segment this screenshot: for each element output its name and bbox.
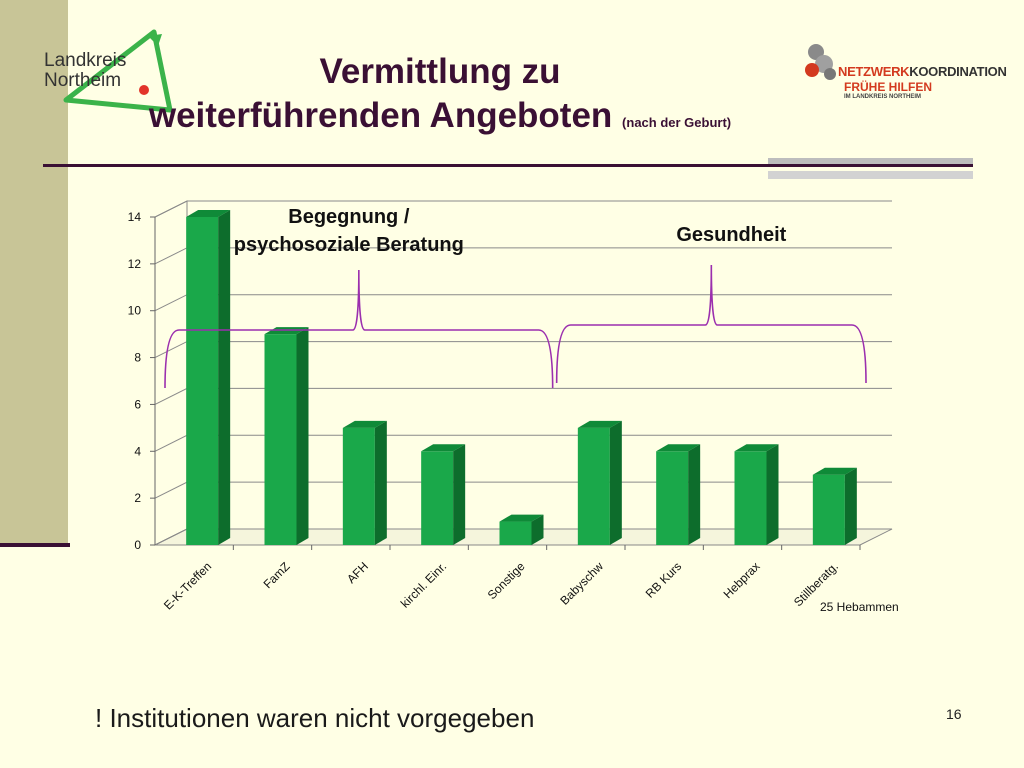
top-decor-gray-bar (768, 158, 973, 166)
bar-front (734, 451, 767, 545)
bar-side (766, 444, 779, 545)
landkreis-northeim-logo: Landkreis Northeim (44, 29, 173, 113)
chart-group-brackets: Begegnung / psychosoziale Beratung Gesundh… (164, 206, 867, 389)
bar-front (499, 521, 532, 545)
bar-front (186, 217, 219, 545)
logo-right-line2: FRÜHE HILFEN (844, 80, 932, 94)
logo-right-line1: NETZWERKKOORDINATION (838, 64, 1007, 79)
bar-side (609, 420, 622, 545)
left-decor-band (0, 0, 68, 545)
gridline (154, 200, 892, 218)
top-decor-gray-bar-2 (768, 171, 973, 179)
y-tick-label: 2 (134, 491, 141, 505)
bar-side (453, 444, 466, 545)
x-tick-label: AFH (344, 559, 371, 586)
bar (734, 444, 779, 545)
footnote: ! Institutionen waren nicht vorgegeben (95, 703, 535, 733)
bar-front (812, 474, 845, 545)
title-line2-wrap: weiterführenden Angeboten (nach der Gebu… (120, 94, 760, 145)
group-label: Begegnung / (288, 206, 410, 228)
logo-right-line3: IM LANDKREIS NORTHEIM (844, 94, 921, 100)
left-decor-rule (0, 543, 70, 547)
bar-side (688, 444, 701, 545)
title-line1: Vermittlung zu (319, 52, 561, 91)
bar (812, 467, 857, 545)
y-tick-label: 8 (134, 351, 141, 365)
group-bracket (164, 269, 554, 389)
bar (186, 210, 231, 545)
chart-bars (186, 210, 857, 545)
y-tick-label: 14 (128, 210, 142, 224)
bar-side (844, 467, 857, 545)
bar-front (264, 334, 297, 545)
chart-annotation: 25 Hebammen (820, 600, 899, 614)
bar (342, 420, 387, 545)
chart-x-labels: E-K-Treffen FamZ AFH kirchl. Einr. Sonstige B… (161, 559, 841, 613)
title-line2: weiterführenden Angeboten (148, 96, 613, 135)
bar-top (342, 420, 387, 428)
title-divider (43, 164, 973, 167)
slide-title: Vermittlung zu weiterführenden Angeboten… (120, 50, 760, 145)
bar-side (531, 514, 544, 545)
bar-side (218, 210, 231, 545)
chart-side-wall (154, 200, 188, 546)
bar-top (186, 210, 231, 217)
bar-top (812, 467, 857, 475)
bar-top (499, 514, 544, 522)
bar-top (656, 444, 701, 452)
bar-front (342, 427, 375, 545)
x-tick-label: Hebprax (721, 559, 763, 601)
y-tick-label: 6 (134, 397, 141, 411)
y-tick-label: 10 (128, 304, 142, 318)
bar-side (374, 420, 387, 545)
bar (577, 420, 622, 545)
bar-front (577, 427, 610, 545)
netzwerk-fruehe-hilfen-logo: NETZWERKKOORDINATION FRÜHE HILFEN IM LAN… (800, 40, 1010, 110)
chart-y-labels: 0 2 4 6 8 10 12 14 (128, 210, 142, 552)
gridline (154, 294, 892, 312)
bar (421, 444, 466, 545)
group-bracket (555, 264, 867, 384)
x-tick-label: FamZ (261, 559, 293, 591)
x-tick-label: Sonstige (485, 559, 528, 602)
logo-left-line1: Landkreis (44, 50, 126, 71)
x-tick-label: E-K-Treffen (161, 559, 214, 612)
bar-top (421, 444, 466, 452)
bar-side (296, 327, 309, 545)
group-label: Gesundheit (676, 224, 786, 246)
x-tick-label: RB Kurs (643, 559, 684, 600)
bar-chart: E-K-Treffen FamZ AFH kirchl. Einr. Sonstige B… (128, 200, 899, 614)
bar (264, 327, 309, 545)
bar (656, 444, 701, 545)
x-tick-label: kirchl. Einr. (398, 559, 449, 610)
puzzle-icon (805, 44, 836, 80)
bar-top (577, 420, 622, 428)
title-subtitle: (nach der Geburt) (622, 115, 732, 130)
bar-front (421, 451, 454, 545)
y-tick-label: 0 (134, 538, 141, 552)
y-tick-label: 12 (128, 257, 142, 271)
logo-left-line2: Northeim (44, 70, 121, 91)
bar (499, 514, 544, 545)
page-number: 16 (946, 706, 962, 722)
group-label: psychosoziale Beratung (234, 234, 464, 256)
bar-top (734, 444, 779, 452)
bar-front (656, 451, 689, 545)
x-tick-label: Babyschw (557, 559, 606, 608)
y-tick-label: 4 (134, 444, 141, 458)
